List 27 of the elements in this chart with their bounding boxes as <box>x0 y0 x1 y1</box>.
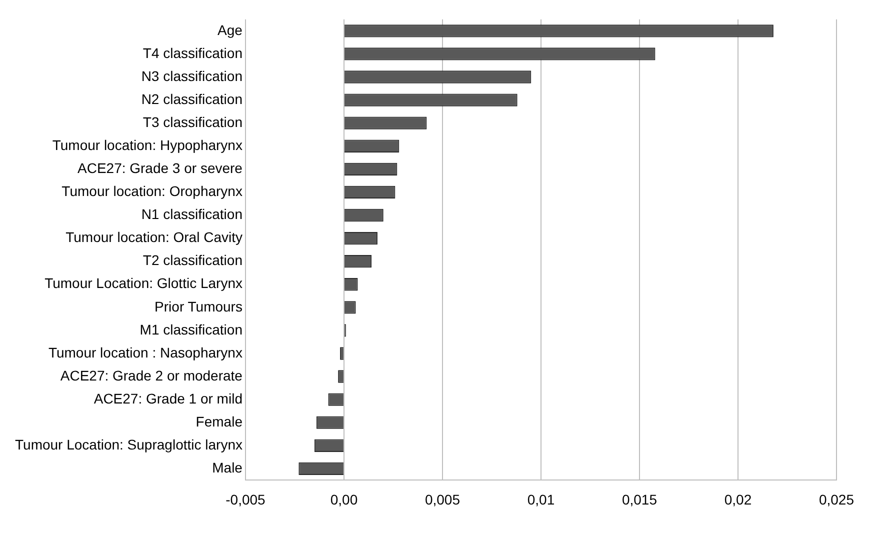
y-tick-label: M1 classification <box>140 321 242 338</box>
y-tick-label: N1 classification <box>141 206 242 222</box>
x-tick-label: 0,02 <box>724 491 752 508</box>
y-tick-label: T3 classification <box>142 114 242 130</box>
y-tick-label: N3 classification <box>141 68 242 84</box>
x-tick-label: 0,005 <box>424 491 460 508</box>
x-tick-label: -0,005 <box>226 491 266 508</box>
y-tick-label: Tumour location: Oropharynx <box>62 183 242 200</box>
y-tick-label: Male <box>212 460 243 476</box>
y-tick-label: Tumour location : Nasopharynx <box>48 344 242 360</box>
x-tick-label: 0,015 <box>622 491 658 508</box>
y-tick-label: Prior Tumours <box>154 298 242 314</box>
y-tick-label: N2 classification <box>141 90 242 107</box>
y-tick-label: ACE27: Grade 1 or mild <box>94 390 242 406</box>
y-tick-label: Tumour location: Hypopharynx <box>52 136 242 153</box>
y-tick-label: Age <box>218 22 243 38</box>
x-tick-label: 0,00 <box>330 491 358 508</box>
y-tick-label: Tumour Location: Glottic Larynx <box>44 275 242 292</box>
y-tick-label: ACE27: Grade 3 or severe <box>77 160 243 176</box>
y-tick-label: Tumour location: Oral Cavity <box>66 229 242 246</box>
y-tick-label: Tumour Location: Supraglottic larynx <box>14 436 242 452</box>
y-tick-label: ACE27: Grade 2 or moderate <box>60 367 243 384</box>
y-tick-label: T4 classification <box>142 44 242 61</box>
y-tick-label: T2 classification <box>142 252 242 268</box>
y-tick-label: Female <box>196 413 243 430</box>
x-tick-label: 0,01 <box>527 491 555 508</box>
x-tick-label: 0,025 <box>818 491 854 508</box>
